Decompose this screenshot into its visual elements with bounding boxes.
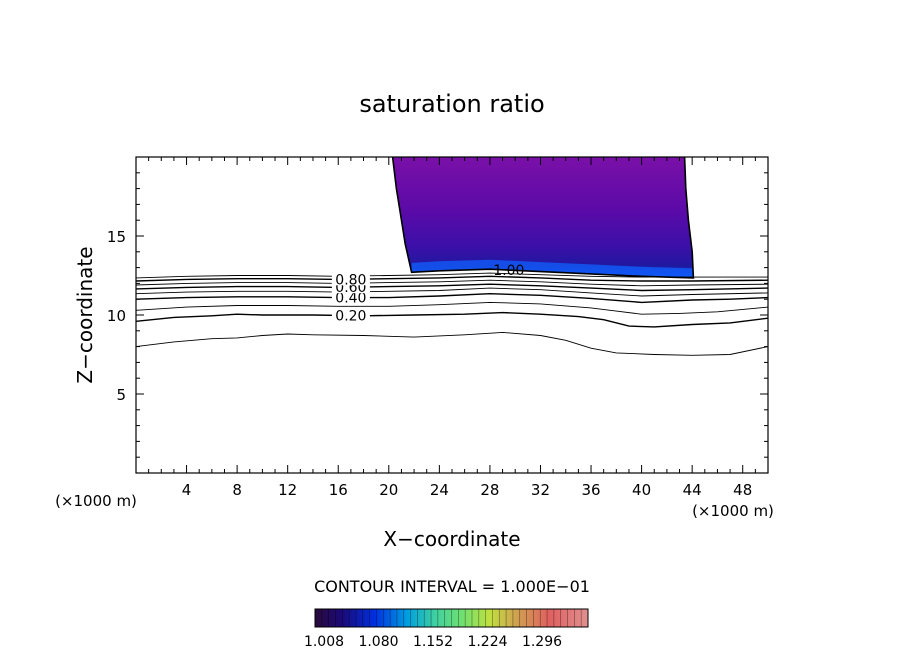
contour-line-0.30	[136, 301, 768, 315]
x-tick-label: 8	[232, 481, 242, 499]
contour-lines	[136, 157, 768, 356]
contour-label: 1.00	[493, 263, 524, 279]
x-tick-label: 44	[683, 481, 702, 499]
colorbar-tick-label: 1.224	[467, 634, 507, 650]
y-axis-ticks: 5 10 15	[107, 172, 768, 458]
colorbar-stripes	[321, 609, 582, 627]
contour-line-1.00	[391, 157, 695, 279]
contour-line-0.20	[136, 311, 768, 328]
contour-line-0.70	[136, 279, 768, 287]
y-tick-label: 15	[107, 228, 126, 246]
colorbar-labels: 1.008 1.080 1.152 1.224 1.296	[304, 634, 562, 650]
x-unit-left: (×1000 m)	[55, 492, 137, 510]
x-tick-label: 40	[632, 481, 651, 499]
contour-line-0.10	[136, 331, 768, 356]
x-unit-right: (×1000 m)	[692, 502, 774, 520]
x-axis-label: X−coordinate	[383, 527, 520, 551]
colorbar: 1.008 1.080 1.152 1.224 1.296	[304, 608, 589, 650]
contour-label-bg	[331, 272, 370, 286]
x-tick-label: 24	[430, 481, 449, 499]
contour-line-0.60	[136, 283, 768, 292]
contour-line-0.50	[136, 287, 768, 297]
contour-line-0.80	[136, 275, 768, 282]
contour-label: 0.80	[335, 272, 366, 288]
colorbar-tick-label: 1.008	[304, 634, 344, 650]
colorbar-tick-label: 1.080	[358, 634, 398, 650]
x-tick-label: 36	[581, 481, 600, 499]
contour-labels: 0.200.400.600.801.00	[331, 263, 524, 325]
contour-label-bg	[331, 308, 370, 322]
x-tick-label: 16	[329, 481, 348, 499]
x-tick-label: 48	[733, 481, 752, 499]
x-tick-label: 28	[480, 481, 499, 499]
x-axis-ticks: 4 8 12 16 20 24 28 32 36 40 44 48	[148, 157, 756, 499]
colorbar-tick-label: 1.152	[413, 634, 453, 650]
y-tick-label: 10	[107, 307, 126, 325]
contour-label-bg	[331, 290, 370, 304]
x-tick-label: 4	[182, 481, 192, 499]
contour-label: 0.20	[335, 309, 366, 325]
colorbar-tick-label: 1.296	[522, 634, 562, 650]
y-tick-label: 5	[116, 386, 126, 404]
fill-region-cloud-base	[411, 259, 694, 278]
x-tick-label: 12	[278, 481, 297, 499]
supersaturation-fill	[392, 157, 694, 278]
fill-region-above-saturation	[392, 157, 694, 278]
contour-label: 0.40	[335, 291, 366, 307]
contour-line-0.40	[136, 292, 768, 304]
x-tick-label: 32	[531, 481, 550, 499]
x-tick-label: 20	[379, 481, 398, 499]
chart-title: saturation ratio	[359, 90, 544, 118]
contour-interval-text: CONTOUR INTERVAL = 1.000E−01	[314, 577, 590, 596]
y-axis-label: Z−coordinate	[73, 246, 97, 383]
